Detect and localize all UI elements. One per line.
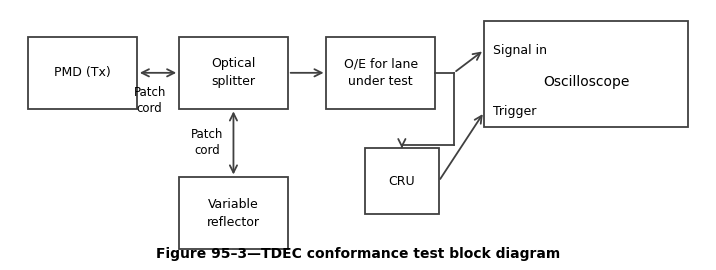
Bar: [365, 148, 439, 214]
FancyArrowPatch shape: [291, 69, 321, 76]
Bar: [326, 37, 435, 109]
FancyArrowPatch shape: [230, 113, 237, 173]
Text: Figure 95–3—TDEC conformance test block diagram: Figure 95–3—TDEC conformance test block …: [156, 247, 560, 261]
Bar: [28, 37, 137, 109]
Bar: [179, 37, 288, 109]
FancyArrowPatch shape: [142, 69, 174, 76]
FancyArrowPatch shape: [440, 116, 482, 179]
Bar: [484, 21, 688, 127]
Text: CRU: CRU: [389, 175, 415, 188]
FancyArrowPatch shape: [456, 53, 480, 71]
Text: Oscilloscope: Oscilloscope: [543, 75, 629, 89]
Text: Variable
reflector: Variable reflector: [207, 198, 260, 229]
Text: Patch
cord: Patch cord: [191, 129, 223, 157]
Text: Patch
cord: Patch cord: [133, 86, 166, 115]
Text: O/E for lane
under test: O/E for lane under test: [344, 57, 418, 88]
Text: PMD (Tx): PMD (Tx): [54, 66, 111, 79]
FancyArrowPatch shape: [398, 139, 405, 147]
Text: Trigger: Trigger: [493, 105, 537, 118]
Text: Optical
splitter: Optical splitter: [211, 57, 256, 88]
Text: Signal in: Signal in: [493, 44, 548, 57]
Bar: [179, 177, 288, 249]
